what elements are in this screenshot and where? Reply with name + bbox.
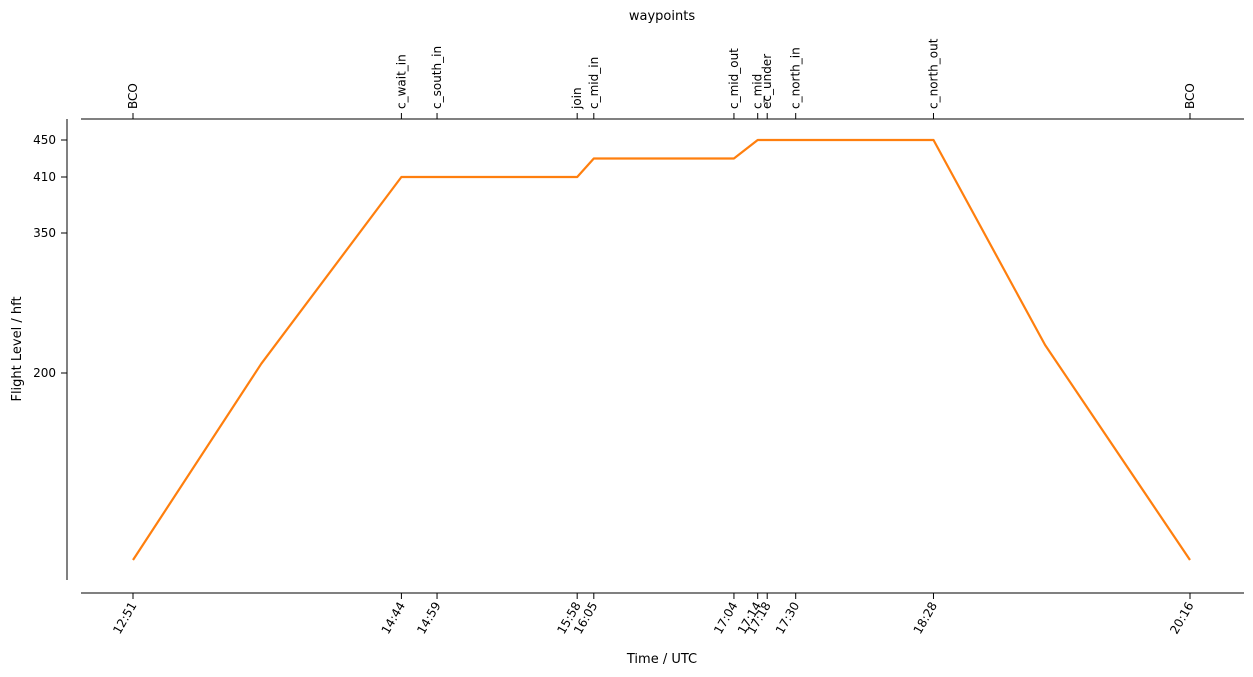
time-tick-label: 14:59	[414, 600, 443, 637]
waypoint-label: BCO	[1183, 83, 1197, 109]
time-tick-label: 14:44	[379, 600, 408, 637]
waypoint-label: c_mid_out	[727, 48, 741, 109]
flight-level-axis: Flight Level / hft 200 350 410 450	[10, 119, 68, 580]
flight-level-tick-label: 350	[33, 226, 56, 240]
waypoint-label: c_north_out	[926, 38, 940, 109]
flight-level-axis-title: Flight Level / hft	[10, 296, 25, 401]
plot-area	[132, 138, 1191, 561]
waypoint-label: join	[570, 87, 584, 110]
waypoint-label: c_south_in	[430, 46, 444, 109]
waypoint-axis: waypoints BCO c_wait_in c_south_in join c_mi…	[81, 9, 1244, 120]
waypoint-axis-title: waypoints	[629, 9, 695, 24]
waypoint-label: c_north_in	[789, 47, 803, 109]
flight-level-line	[132, 138, 1191, 561]
waypoint-label: BCO	[126, 83, 140, 109]
time-tick-label: 17:30	[773, 600, 802, 637]
time-tick-label: 18:28	[911, 600, 940, 637]
time-tick-label: 20:16	[1167, 600, 1196, 637]
time-tick-label: 12:51	[110, 600, 139, 637]
waypoint-label: c_wait_in	[394, 54, 408, 109]
waypoint-label: c_mid	[751, 74, 765, 109]
flight-level-tick-label: 450	[33, 133, 56, 147]
waypoint-label: c_mid_in	[587, 57, 601, 109]
flight-level-tick-label: 200	[33, 366, 56, 380]
waypoint-label: ec_under	[760, 54, 774, 109]
time-axis-title: Time / UTC	[626, 652, 697, 667]
flight-level-tick-label: 410	[33, 170, 56, 184]
